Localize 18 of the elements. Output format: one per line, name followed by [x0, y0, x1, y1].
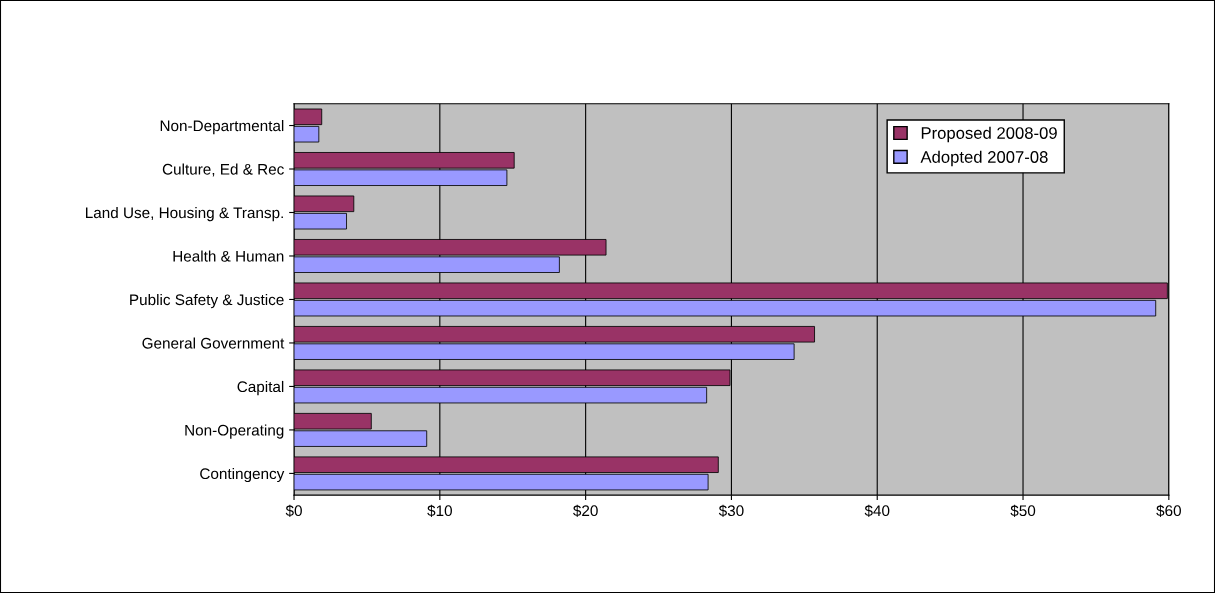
y-tick-label: Land Use, Housing & Transp.	[86, 206, 283, 222]
y-tick-label: General Government	[142, 337, 285, 349]
y-tick-label: Culture, Ed & Rec	[162, 163, 284, 177]
y-tick-label: Non-Departmental	[160, 119, 284, 135]
legend-label: Proposed 2008-09	[921, 126, 1057, 143]
x-tick-label: $40	[864, 504, 890, 518]
y-tick-label: Public Safety & Justice	[130, 293, 284, 309]
y-tick-label: Health & Human	[173, 250, 284, 262]
x-tick-label: $50	[1010, 504, 1036, 518]
y-tick-label: Capital	[237, 380, 284, 396]
legend-label: Adopted 2007-08	[920, 150, 1048, 167]
x-tick-label: $30	[718, 504, 744, 518]
x-tick-label: $20	[573, 504, 598, 518]
y-tick-label: Non-Operating	[185, 424, 284, 439]
y-tick-label: Contingency	[200, 467, 285, 483]
x-tick-label: $10	[427, 504, 452, 518]
x-tick-label: $60	[1156, 504, 1181, 518]
x-tick-label: $0	[285, 504, 302, 518]
